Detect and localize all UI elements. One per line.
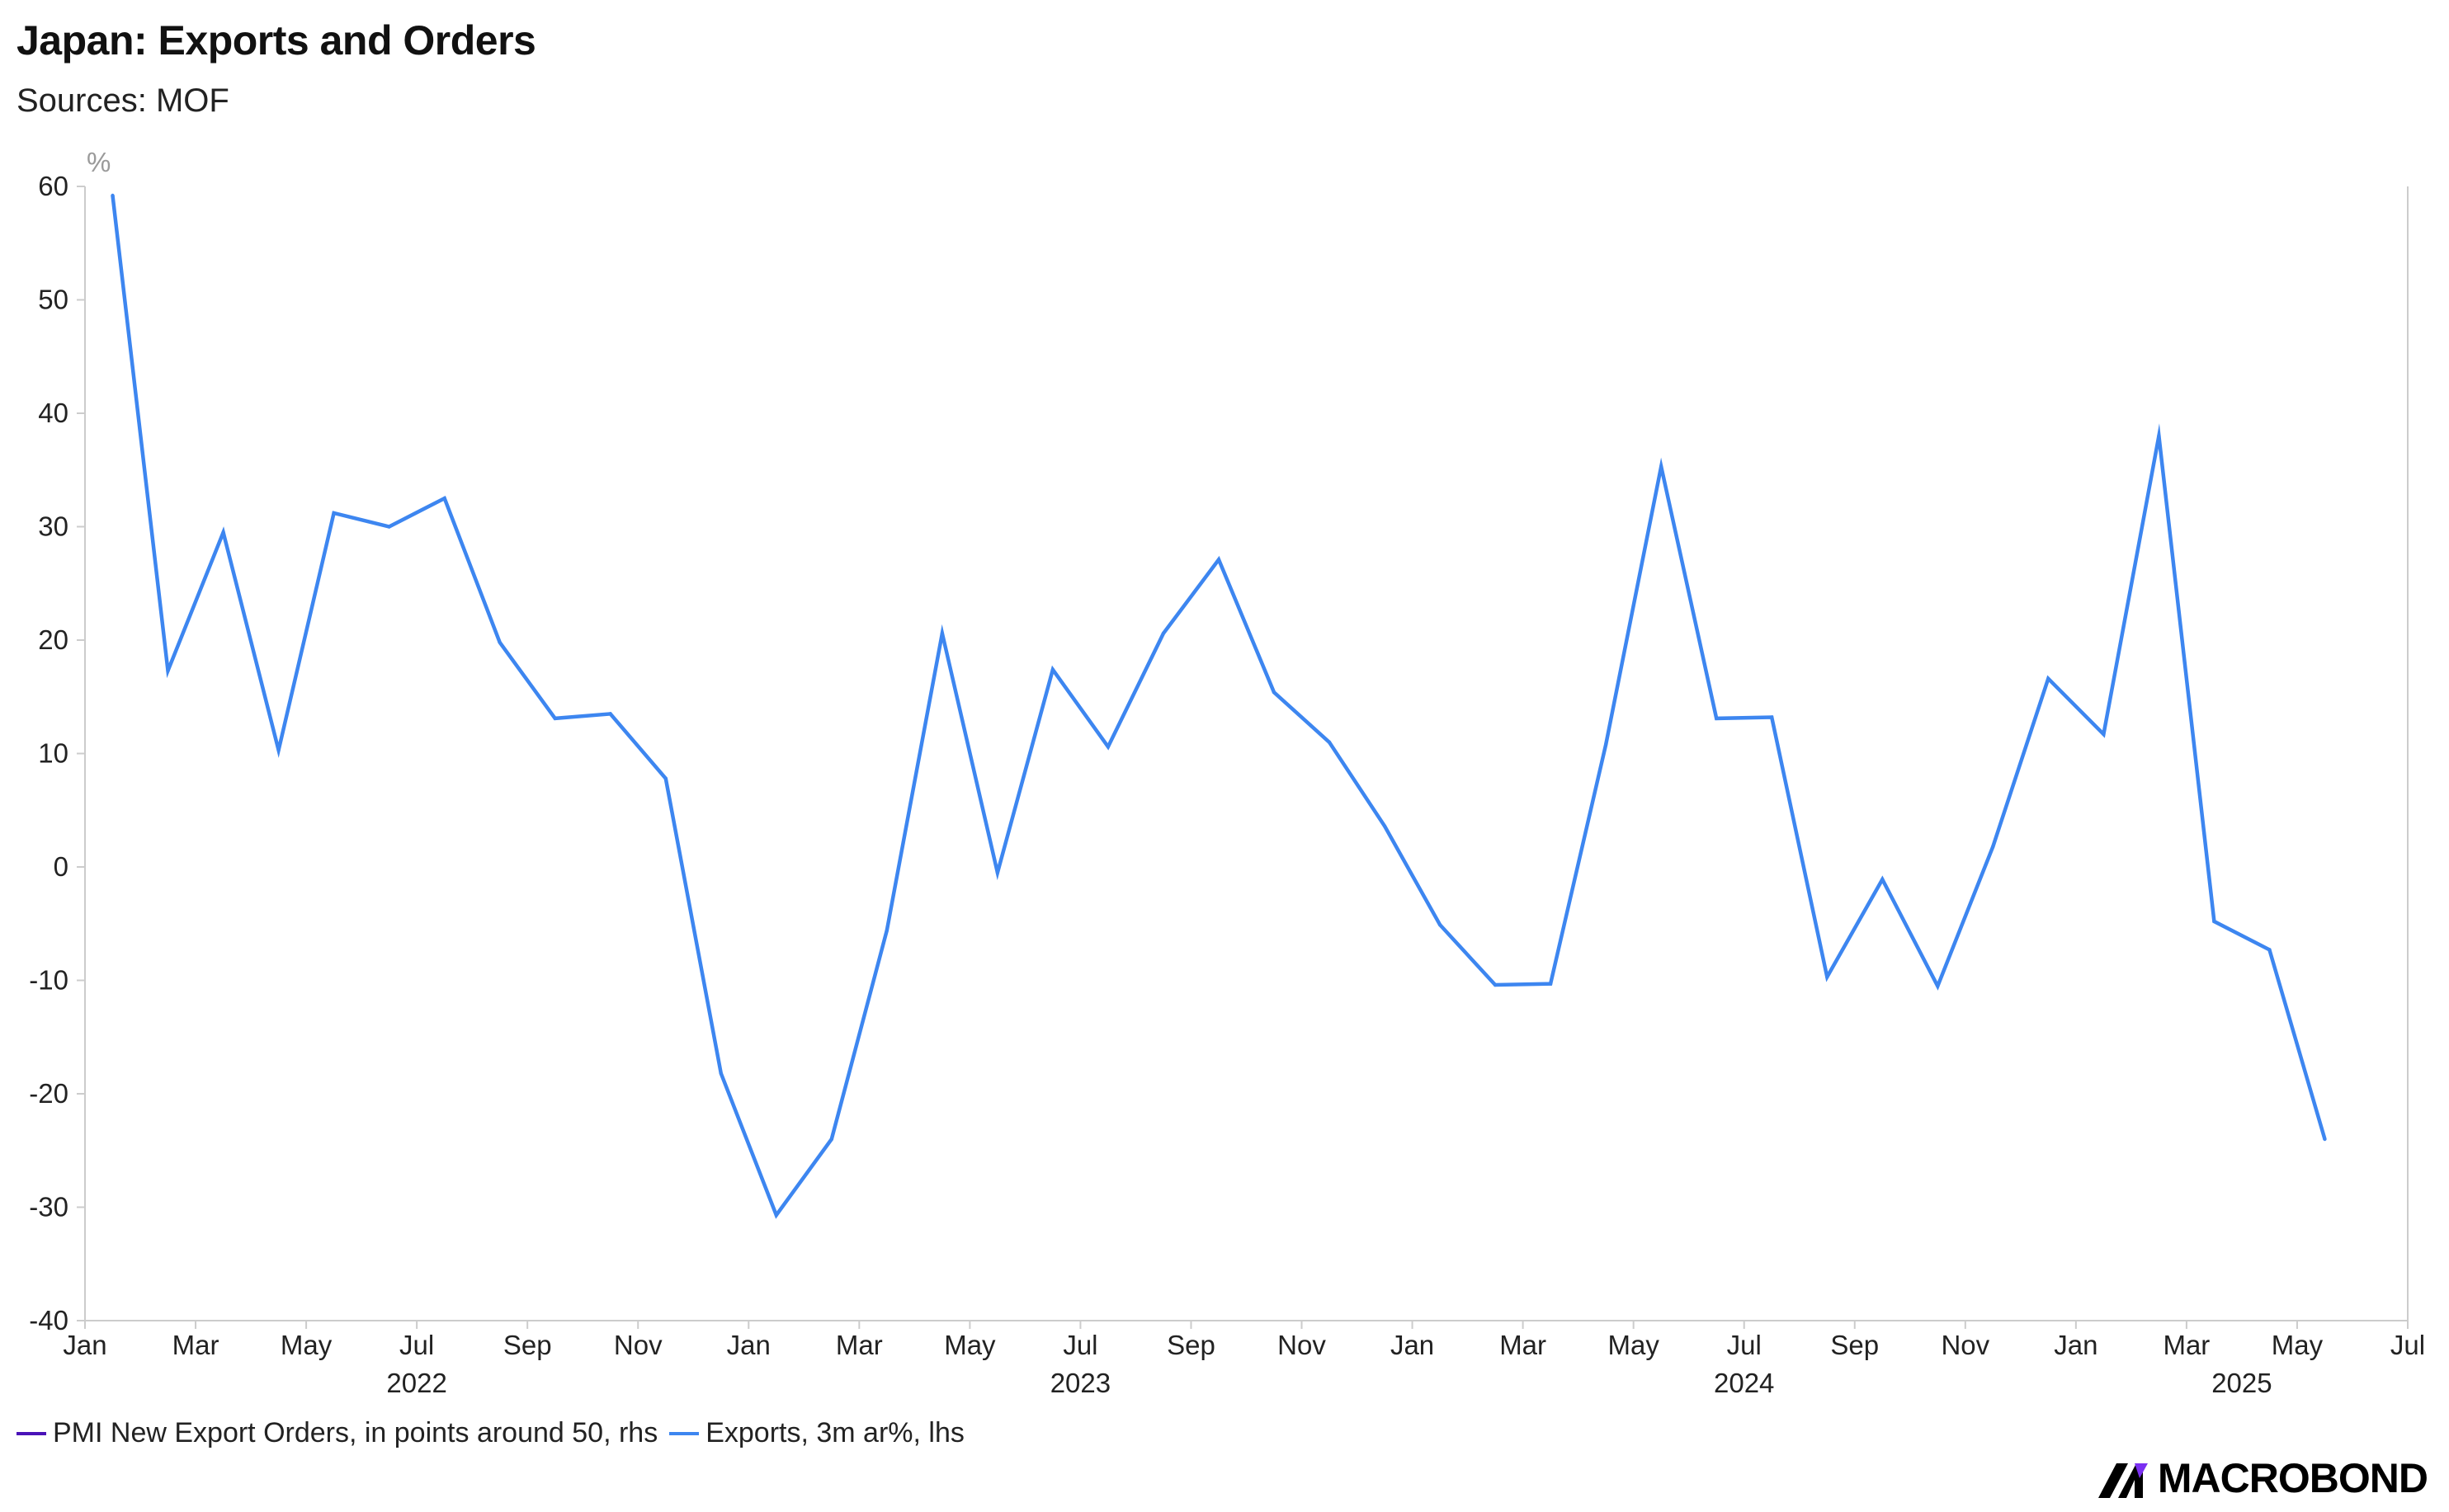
exports-data-point: [885, 928, 889, 933]
x-tick-label: Nov: [1941, 1330, 1989, 1360]
x-tick-label: Jan: [727, 1330, 771, 1360]
y-tick-label: -20: [29, 1078, 68, 1109]
exports-data-point: [111, 193, 115, 198]
y-tick-label: 30: [38, 511, 68, 542]
x-tick-label: Nov: [1277, 1330, 1326, 1360]
x-tick-label: Mar: [172, 1330, 219, 1360]
exports-data-point: [2157, 434, 2161, 438]
exports-data-point: [1936, 984, 1940, 988]
x-tick-label: Jan: [63, 1330, 106, 1360]
exports-data-point: [332, 511, 336, 516]
y-tick-label: 40: [38, 398, 68, 428]
legend-swatch-pmi: [17, 1431, 46, 1435]
y-tick-label: 0: [54, 851, 68, 882]
exports-data-point: [663, 776, 668, 780]
y-tick-label: 50: [38, 285, 68, 315]
exports-data-point: [1161, 631, 1166, 635]
exports-data-point: [940, 631, 945, 635]
exports-data-point: [1880, 877, 1885, 882]
exports-data-point: [276, 748, 281, 752]
exports-data-point: [2046, 676, 2050, 681]
exports-data-point: [1106, 745, 1111, 749]
exports-data-point: [1327, 740, 1332, 744]
exports-data-point: [553, 716, 557, 721]
legend-item-pmi: PMI New Export Orders, in points around …: [17, 1417, 658, 1449]
exports-data-point: [1216, 558, 1221, 562]
exports-data-point: [995, 870, 1000, 875]
y-tick-label: -40: [29, 1305, 68, 1335]
legend: PMI New Export Orders, in points around …: [17, 1417, 976, 1449]
x-tick-label: Mar: [836, 1330, 883, 1360]
exports-series-line: [111, 195, 2327, 1219]
exports-data-point: [1825, 975, 1829, 979]
legend-swatch-exports: [669, 1431, 700, 1435]
y-tick-label: -30: [29, 1192, 68, 1222]
exports-data-point: [1715, 716, 1719, 721]
x-year-label: 2022: [386, 1368, 446, 1398]
exports-data-point: [2267, 948, 2272, 952]
exports-data-point: [1991, 845, 1995, 849]
x-tick-label: May: [281, 1330, 333, 1360]
exports-data-point: [829, 1137, 834, 1142]
x-tick-label: May: [1607, 1330, 1659, 1360]
legend-label-exports: Exports, 3m ar%, lhs: [705, 1417, 965, 1448]
exports-data-point: [608, 712, 612, 716]
exports-data-point: [719, 1072, 723, 1076]
exports-data-point: [774, 1213, 778, 1218]
exports-data-point: [2323, 1137, 2327, 1142]
y-tick-label: 60: [38, 171, 68, 201]
exports-data-point: [1493, 982, 1498, 987]
exports-data-point: [1382, 824, 1387, 828]
x-tick-label: Jul: [1727, 1330, 1762, 1360]
x-tick-label: Mar: [2163, 1330, 2210, 1360]
exports-data-point: [1770, 715, 1774, 719]
exports-data-point: [1050, 667, 1055, 671]
x-tick-label: Jul: [2390, 1330, 2425, 1360]
x-tick-label: Nov: [614, 1330, 663, 1360]
x-tick-label: Sep: [1167, 1330, 1215, 1360]
chart-title: Japan: Exports and Orders: [17, 17, 536, 64]
x-tick-label: Jan: [2054, 1330, 2097, 1360]
legend-label-pmi: PMI New Export Orders, in points around …: [53, 1417, 658, 1448]
y-axis-unit-label: %: [87, 147, 111, 177]
x-tick-label: Sep: [1830, 1330, 1879, 1360]
exports-data-point: [442, 496, 446, 501]
x-tick-label: Jan: [1390, 1330, 1434, 1360]
macrobond-logo: MACROBOND: [2097, 1455, 2428, 1501]
legend-item-exports: Exports, 3m ar%, lhs: [669, 1417, 965, 1449]
exports-data-point: [1548, 982, 1553, 986]
exports-data-point: [1272, 690, 1276, 695]
y-tick-label: -10: [29, 965, 68, 996]
x-year-label: 2025: [2211, 1368, 2272, 1398]
x-tick-label: Jul: [1063, 1330, 1097, 1360]
macrobond-logo-mark: [2097, 1463, 2148, 1498]
exports-data-point: [498, 640, 502, 644]
exports-data-point: [387, 525, 391, 529]
exports-data-point: [1437, 922, 1442, 927]
x-year-label: 2023: [1050, 1368, 1111, 1398]
exports-data-point: [166, 668, 170, 673]
y-tick-label: 20: [38, 624, 68, 655]
x-tick-label: May: [944, 1330, 996, 1360]
x-tick-label: Mar: [1499, 1330, 1546, 1360]
x-year-label: 2024: [1714, 1368, 1774, 1398]
x-tick-label: Jul: [399, 1330, 434, 1360]
exports-data-point: [221, 530, 225, 535]
macrobond-logo-text: MACROBOND: [2157, 1455, 2428, 1501]
exports-data-point: [2102, 732, 2106, 737]
exports-data-point: [2212, 919, 2216, 924]
chart-subtitle: Sources: MOF: [17, 82, 229, 119]
exports-data-point: [1603, 742, 1608, 747]
x-tick-label: Sep: [503, 1330, 552, 1360]
y-tick-label: 10: [38, 738, 68, 769]
exports-data-point: [1659, 464, 1663, 469]
x-tick-label: May: [2272, 1330, 2324, 1360]
